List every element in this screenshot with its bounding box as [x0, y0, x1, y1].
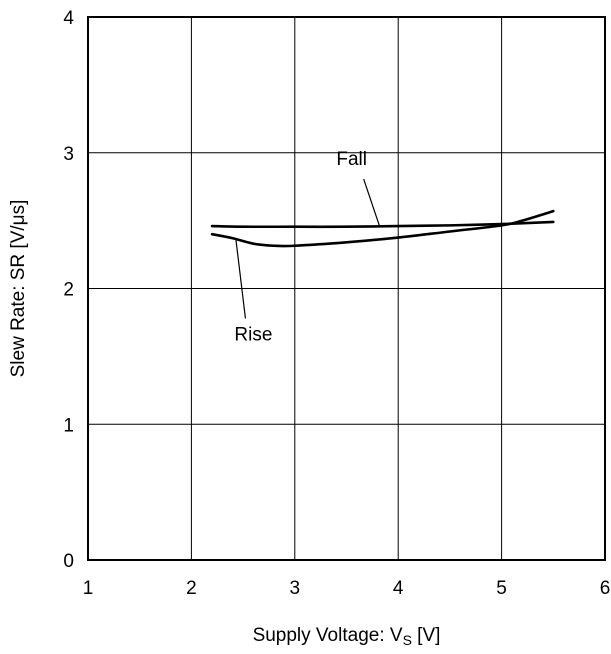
leader-line-rise	[235, 239, 247, 319]
x-tick-label: 5	[496, 578, 507, 599]
series-line-fall	[210, 220, 555, 229]
series-label-rise: Rise	[234, 324, 272, 345]
grid-lines	[88, 17, 605, 560]
x-axis-label-subscript: S	[403, 632, 412, 648]
plot-area-frame	[87, 16, 606, 561]
y-tick-label: 1	[63, 415, 74, 436]
y-tick-label: 0	[63, 551, 74, 572]
y-tick-label: 4	[63, 8, 74, 29]
series-lines	[210, 209, 555, 248]
x-tick-label: 1	[83, 578, 94, 599]
series-line-rise	[210, 209, 555, 248]
x-axis-label-unit: [V]	[412, 625, 441, 646]
y-tick-label: 3	[63, 144, 74, 165]
series-label-fall: Fall	[336, 149, 367, 170]
leader-line-fall	[363, 178, 381, 227]
y-axis-label: Slew Rate: SR [V/μs]	[8, 200, 29, 378]
x-axis-label-main: Supply Voltage: V	[253, 625, 403, 646]
x-tick-label: 6	[600, 578, 611, 599]
x-tick-label: 3	[290, 578, 301, 599]
y-tick-labels: 0 1 2 3 4	[63, 8, 74, 572]
x-tick-label: 2	[186, 578, 197, 599]
y-tick-label: 2	[63, 280, 74, 301]
x-tick-labels: 1 2 3 4 5 6	[83, 578, 611, 599]
series-labels: Fall Rise	[234, 149, 381, 345]
x-tick-label: 4	[393, 578, 404, 599]
x-axis-label: Supply Voltage: VS [V]	[253, 625, 441, 648]
